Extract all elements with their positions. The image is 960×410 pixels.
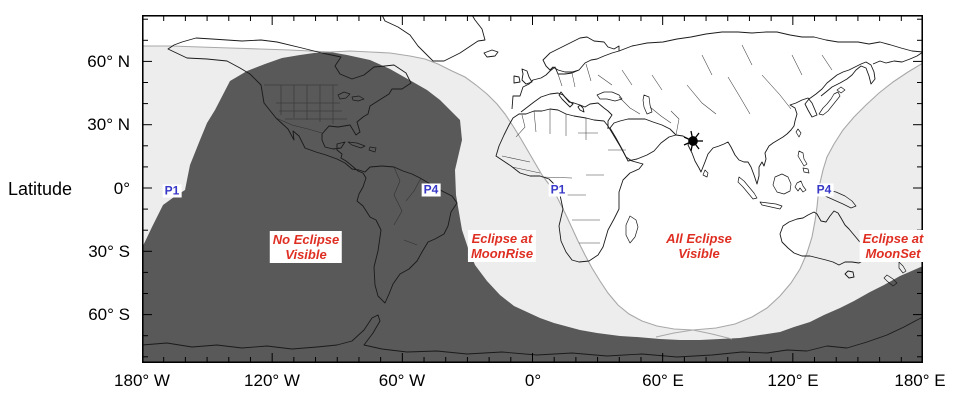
greenland-coast <box>381 15 486 62</box>
south-america-borders <box>393 166 422 246</box>
africa-borders <box>501 109 626 244</box>
americas-coast <box>167 37 458 304</box>
contact-label-p1-west: P1 <box>162 183 182 198</box>
japan-coast <box>818 86 846 116</box>
contact-label-p4-west: P4 <box>421 182 441 197</box>
y-tick-label-60s: 60° S <box>88 305 130 324</box>
y-tick-label-60n: 60° N <box>87 52 130 71</box>
contact-label-p4-east: P4 <box>814 182 834 197</box>
africa-coast <box>495 108 644 263</box>
zone-label-line: Eclipse at <box>862 231 924 246</box>
x-tick-label-60w: 60° W <box>378 371 426 390</box>
zone-label-line: MoonRise <box>470 246 534 261</box>
y-tick-label-30s: 30° S <box>88 242 130 261</box>
zone-label-line: MoonSet <box>865 246 921 261</box>
zone-label-line: Eclipse at <box>471 231 533 246</box>
eurasia-borders <box>557 44 833 136</box>
south-east-asia-coast <box>675 61 876 185</box>
zone-label-all-visible: All Eclipse Visible <box>663 230 735 262</box>
great-lakes-outline <box>337 91 365 102</box>
x-tick-label-0: 0° <box>524 371 542 390</box>
zone-label-moonset: Eclipse at MoonSet <box>859 230 927 262</box>
europe-coast <box>511 66 613 129</box>
y-tick-label-30n: 30° N <box>87 115 130 134</box>
black-sea-caspian-outline <box>596 91 653 115</box>
x-tick-label-120e: 120° E <box>767 371 819 390</box>
x-tick-label-60e: 60° E <box>642 371 684 390</box>
contact-curves <box>142 45 923 340</box>
country-state-borders <box>264 44 833 246</box>
caribbean-coast <box>347 141 377 153</box>
coastlines <box>142 15 923 358</box>
plot-border <box>142 15 923 363</box>
antarctica-coast <box>142 314 923 358</box>
x-tick-label-120w: 120° W <box>244 371 300 390</box>
arctic-russia-coast <box>618 31 923 65</box>
madagascar-coast <box>625 215 639 244</box>
p1-contour-curve <box>142 45 733 340</box>
new-zealand-coast <box>883 261 907 287</box>
zone-label-moonrise: Eclipse at MoonRise <box>467 230 537 262</box>
iceland-coast <box>483 49 499 58</box>
zone-label-line: Visible <box>678 246 720 261</box>
world-map-plot <box>142 15 923 363</box>
x-tick-label-180e: 180° E <box>894 371 946 390</box>
zone-label-line: Visible <box>285 247 327 262</box>
greatest-eclipse-star-icon <box>683 130 703 152</box>
us-state-borders <box>264 84 347 134</box>
no-eclipse-region <box>142 52 923 363</box>
zone-label-line: No Eclipse <box>272 232 340 247</box>
x-tick-label-180w: 180° W <box>114 371 170 390</box>
p4-contour-curve <box>655 62 923 338</box>
y-axis-title: Latitude <box>8 179 73 199</box>
zone-label-no-eclipse: No Eclipse Visible <box>269 231 343 263</box>
island-asia-coast <box>702 128 857 210</box>
contact-label-p1-east: P1 <box>548 182 568 197</box>
uk-ireland-coast <box>513 68 533 85</box>
australia-coast <box>779 210 867 279</box>
y-tick-label-0: 0° <box>113 179 130 198</box>
zone-label-line: All Eclipse <box>666 231 732 246</box>
